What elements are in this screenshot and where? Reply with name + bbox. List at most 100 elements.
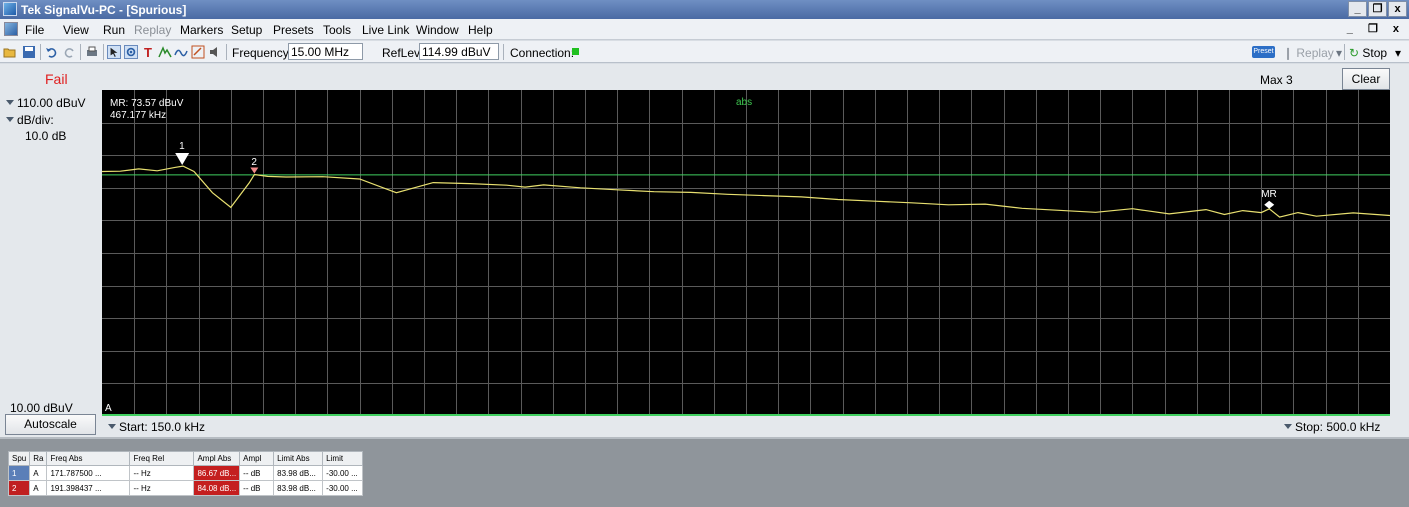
col-ampl[interactable]: Ampl bbox=[239, 451, 275, 466]
cell-freq-rel: -- Hz bbox=[129, 480, 195, 496]
close-button[interactable]: x bbox=[1388, 1, 1407, 17]
spectrum-graph bbox=[102, 90, 1390, 416]
mr-readout-freq: 467.177 kHz bbox=[110, 110, 167, 121]
ref-level-value: 110.00 dBuV bbox=[17, 96, 86, 110]
results-panel: Spu Ra Freq Abs Freq Rel Ampl Abs Ampl L… bbox=[0, 437, 1409, 507]
marker-1 bbox=[175, 153, 190, 166]
redo-icon[interactable] bbox=[62, 45, 76, 59]
scale-readout[interactable]: dB/div: bbox=[6, 113, 54, 127]
menu-replay[interactable]: Replay bbox=[134, 23, 172, 37]
spurious-results-table: Spu Ra Freq Abs Freq Rel Ampl Abs Ampl L… bbox=[7, 451, 364, 496]
frequency-input[interactable] bbox=[288, 43, 363, 60]
cell-spur: 2 bbox=[7, 480, 31, 496]
trace-id-label: A bbox=[105, 403, 112, 414]
replay-label: Replay bbox=[1296, 46, 1334, 60]
settings-gear-icon[interactable] bbox=[124, 45, 138, 59]
frequency-label: Frequency: bbox=[232, 46, 293, 60]
autoscale-button[interactable]: Autoscale bbox=[5, 414, 96, 435]
col-freq-rel[interactable]: Freq Rel bbox=[129, 451, 195, 466]
cell-range: A bbox=[29, 465, 48, 481]
menu-view[interactable]: View bbox=[63, 23, 89, 37]
stop-frequency-text: Stop: 500.0 kHz bbox=[1295, 420, 1381, 434]
cell-ampl-abs: 86.67 dB... bbox=[193, 465, 241, 481]
ref-level-readout[interactable]: 110.00 dBuV bbox=[6, 96, 86, 110]
cell-spur: 1 bbox=[7, 465, 31, 481]
stop-frequency[interactable]: Stop: 500.0 kHz bbox=[1284, 420, 1380, 434]
cell-ampl: -- dB bbox=[239, 480, 275, 496]
marker-label-2[interactable]: 2 bbox=[251, 157, 257, 169]
menu-run[interactable]: Run bbox=[103, 23, 126, 37]
window-title: Tek SignalVu-PC - [Spurious] bbox=[21, 3, 187, 17]
menu-window[interactable]: Window bbox=[416, 23, 459, 37]
col-spur[interactable]: Spu bbox=[7, 451, 31, 466]
mr-readout: MR: 73.57 dBuV 467.177 kHz bbox=[110, 98, 183, 122]
toolbar: T Frequency: RefLev: Connection: Preset … bbox=[0, 41, 1409, 63]
audio-speaker-icon[interactable] bbox=[208, 45, 222, 59]
stop-arrow-icon bbox=[1284, 424, 1292, 429]
spectrum-trace bbox=[102, 165, 1390, 218]
marker-2 bbox=[250, 167, 259, 174]
start-frequency[interactable]: Start: 150.0 kHz bbox=[108, 420, 205, 434]
clear-button[interactable]: Clear bbox=[1342, 68, 1390, 90]
replay-button[interactable]: ❙ Replay bbox=[1283, 46, 1334, 60]
connection-label: Connection: bbox=[510, 46, 575, 60]
spectrum-icon[interactable] bbox=[174, 45, 188, 59]
menu-bar: File View Run Replay Markers Setup Prese… bbox=[0, 19, 1409, 40]
marker-label-mr[interactable]: MR bbox=[1261, 188, 1277, 200]
col-ampl-abs[interactable]: Ampl Abs bbox=[193, 451, 241, 466]
print-icon[interactable] bbox=[85, 45, 99, 59]
marker-label-1[interactable]: 1 bbox=[179, 141, 185, 153]
cell-limit-abs: 83.98 dB... bbox=[273, 465, 324, 481]
connection-status-indicator bbox=[572, 48, 579, 55]
menu-live-link[interactable]: Live Link bbox=[362, 23, 410, 37]
col-range[interactable]: Ra bbox=[29, 451, 48, 466]
cell-ampl: -- dB bbox=[239, 465, 275, 481]
marker-mr bbox=[1264, 200, 1275, 209]
scale-value: 10.0 dB bbox=[25, 129, 67, 143]
menu-setup[interactable]: Setup bbox=[231, 23, 263, 37]
col-limit[interactable]: Limit bbox=[322, 451, 364, 466]
save-icon[interactable] bbox=[22, 45, 36, 59]
menu-file[interactable]: File bbox=[25, 23, 45, 37]
col-limit-abs[interactable]: Limit Abs bbox=[273, 451, 324, 466]
stop-label: Stop bbox=[1362, 46, 1388, 60]
peak-marker-icon[interactable] bbox=[158, 45, 172, 59]
cell-limit: -30.00 ... bbox=[322, 465, 364, 481]
stop-button[interactable]: ↻ Stop bbox=[1349, 46, 1387, 60]
reflev-label: RefLev: bbox=[382, 46, 424, 60]
cell-limit-abs: 83.98 dB... bbox=[273, 480, 324, 496]
menu-markers[interactable]: Markers bbox=[180, 23, 224, 37]
mr-readout-level: MR: 73.57 dBuV bbox=[110, 98, 184, 109]
menu-presets[interactable]: Presets bbox=[273, 23, 314, 37]
svg-text:T: T bbox=[144, 45, 152, 59]
reflev-input[interactable] bbox=[419, 43, 499, 60]
text-tool-icon[interactable]: T bbox=[142, 45, 156, 59]
spectrum-plot[interactable]: MR: 73.57 dBuV 467.177 kHz abs A 1 2 MR bbox=[102, 90, 1390, 416]
table-row[interactable]: 1 A 171.787500 ... -- Hz 86.67 dB... -- … bbox=[7, 465, 364, 481]
replay-dropdown-icon[interactable]: ▾ bbox=[1336, 46, 1343, 60]
stop-dropdown-icon[interactable]: ▾ bbox=[1395, 46, 1402, 60]
zoom-icon[interactable] bbox=[191, 45, 205, 59]
mdi-window-controls[interactable]: _ ❐ x bbox=[1346, 23, 1405, 35]
preset-button[interactable]: Preset bbox=[1252, 46, 1275, 58]
undo-icon[interactable] bbox=[45, 45, 59, 59]
app-icon bbox=[3, 2, 17, 16]
col-freq-abs[interactable]: Freq Abs bbox=[46, 451, 131, 466]
select-tool-icon[interactable] bbox=[107, 45, 121, 59]
title-bar: Tek SignalVu-PC - [Spurious] _ ❐ x bbox=[0, 0, 1409, 19]
cell-ampl-abs: 84.08 dB... bbox=[193, 480, 241, 496]
scale-label: dB/div: bbox=[17, 113, 54, 127]
table-header-row: Spu Ra Freq Abs Freq Rel Ampl Abs Ampl L… bbox=[7, 451, 364, 466]
minimize-button[interactable]: _ bbox=[1348, 1, 1367, 17]
maximize-button[interactable]: ❐ bbox=[1368, 1, 1387, 17]
refresh-icon: ↻ bbox=[1349, 46, 1360, 60]
document-icon[interactable] bbox=[4, 22, 18, 36]
cell-limit: -30.00 ... bbox=[322, 480, 364, 496]
menu-tools[interactable]: Tools bbox=[323, 23, 352, 37]
open-folder-icon[interactable] bbox=[3, 45, 17, 59]
trace-label: Max 3 bbox=[1260, 73, 1293, 87]
table-row[interactable]: 2 A 191.398437 ... -- Hz 84.08 dB... -- … bbox=[7, 480, 364, 496]
start-arrow-icon bbox=[108, 424, 116, 429]
menu-help[interactable]: Help bbox=[468, 23, 493, 37]
